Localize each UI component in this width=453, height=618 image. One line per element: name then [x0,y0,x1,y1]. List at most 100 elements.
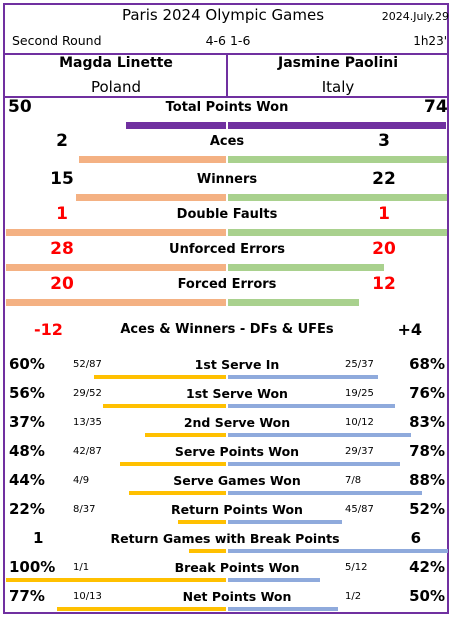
serve-left-bar [6,578,226,582]
serve-left-bar [189,549,226,553]
stat-right-value: 3 [378,131,390,151]
serve-right-pct: 88% [409,471,445,489]
stat-right-bar [228,299,359,306]
right-player-name: Jasmine Paolini [277,55,399,71]
serve-left-ratio: 29/52 [73,388,102,399]
serve-left-bar [120,462,226,466]
serve-right-bar [228,549,448,553]
serve-left-bar [178,520,226,524]
serve-right-pct: 76% [409,384,445,402]
serve-label: Break Points Won [174,560,300,575]
serve-left-bar [94,375,226,379]
stat-right-bar [228,122,446,129]
serve-right-ratio: 7/8 [345,475,362,486]
serve-left-ratio: 8/37 [73,504,96,515]
summary-right-value: +4 [397,320,422,339]
stat-right-value: 12 [372,274,396,294]
stat-left-value: 20 [50,274,74,294]
serve-right-ratio: 10/12 [345,417,374,428]
stat-label: Total Points Won [165,100,289,115]
serve-label: 2nd Serve Won [183,415,291,430]
serve-label: 1st Serve Won [186,386,288,401]
serve-left-bar [103,404,226,408]
serve-left-pct: 100% [9,558,56,576]
match-score: 4-6 1-6 [205,33,251,48]
match-duration: 1h23' [413,34,447,48]
match-round: Second Round [12,33,102,48]
stat-right-value: 1 [378,204,390,224]
serve-left-pct: 37% [9,413,45,431]
serve-label: Serve Games Won [173,473,301,488]
serve-right-bar [228,491,422,495]
serve-right-pct: 78% [409,442,445,460]
serve-right-ratio: 1/2 [345,591,362,602]
serve-right-bar [228,578,320,582]
players-divider [5,96,447,98]
stat-left-value: 15 [50,169,74,189]
stat-label: Winners [196,172,258,187]
left-player-name: Magda Linette [59,55,173,71]
serve-right-pct: 68% [409,355,445,373]
serve-label: Return Games with Break Points [110,531,340,546]
left-player-country: Poland [90,78,142,96]
serve-right-bar [228,404,395,408]
serve-right-pct: 42% [409,558,445,576]
serve-right-ratio: 29/37 [345,446,374,457]
stat-left-bar [79,156,226,163]
serve-right-pct: 50% [409,587,445,605]
stat-right-value: 22 [372,169,396,189]
serve-left-ratio: 10/13 [73,591,102,602]
stat-left-value: 50 [8,97,32,117]
serve-right-ratio: 19/25 [345,388,374,399]
summary-label: Aces & Winners - DFs & UFEs [120,322,334,337]
stat-left-value: 28 [50,239,74,259]
stat-label: Double Faults [176,207,278,222]
serve-label: 1st Serve In [194,357,280,372]
stat-label: Aces [209,134,245,149]
serve-right-ratio: 25/37 [345,359,374,370]
stat-right-bar [228,194,447,201]
serve-left-pct: 1 [33,529,44,547]
serve-right-pct: 52% [409,500,445,518]
stat-left-bar [76,194,226,201]
event-title: Paris 2024 Olympic Games [121,6,325,24]
serve-left-pct: 22% [9,500,45,518]
match-date: 2024.July.29 [381,10,449,23]
right-player-country: Italy [321,78,355,96]
serve-left-ratio: 42/87 [73,446,102,457]
serve-left-ratio: 4/9 [73,475,90,486]
serve-right-ratio: 45/87 [345,504,374,515]
serve-left-pct: 44% [9,471,45,489]
serve-left-pct: 60% [9,355,45,373]
serve-left-pct: 77% [9,587,45,605]
stat-right-bar [228,264,384,271]
serve-right-bar [228,433,411,437]
stat-left-bar [6,299,226,306]
stat-label: Unforced Errors [169,242,285,257]
stat-right-bar [228,229,447,236]
serve-right-pct: 6 [410,529,421,547]
serve-right-bar [228,607,338,611]
serve-left-bar [145,433,226,437]
serve-left-bar [57,607,226,611]
stat-left-bar [6,264,226,271]
stat-left-bar [6,229,226,236]
stat-left-value: 1 [56,204,68,224]
serve-left-pct: 56% [9,384,45,402]
serve-label: Net Points Won [182,589,292,604]
serve-left-ratio: 1/1 [73,562,90,573]
serve-left-pct: 48% [9,442,45,460]
scoreboard-frame [3,3,449,614]
stat-right-value: 74 [424,97,448,117]
serve-label: Serve Points Won [174,444,300,459]
serve-left-ratio: 52/87 [73,359,102,370]
serve-right-bar [228,462,400,466]
serve-left-ratio: 13/35 [73,417,102,428]
stat-left-value: 2 [56,131,68,151]
summary-left-value: -12 [34,320,63,339]
stat-right-bar [228,156,447,163]
players-center-divider [226,55,228,96]
stat-right-value: 20 [372,239,396,259]
serve-right-ratio: 5/12 [345,562,368,573]
serve-label: Return Points Won [171,502,303,517]
